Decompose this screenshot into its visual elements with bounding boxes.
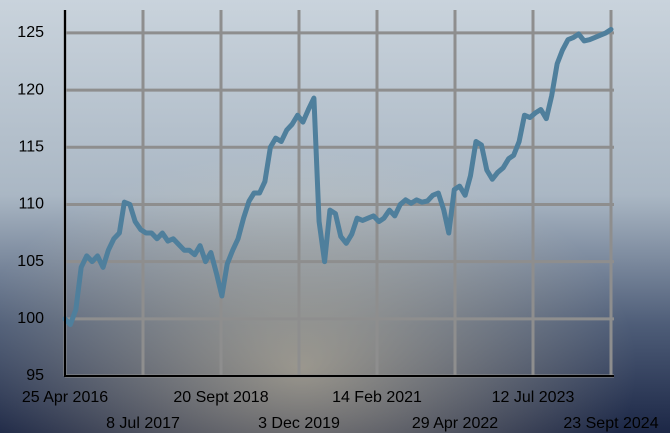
y-tick-label: 115: [18, 138, 44, 155]
y-tick-label: 100: [17, 310, 44, 327]
y-tick-label: 105: [17, 253, 44, 270]
x-tick-label: 29 Apr 2022: [412, 415, 498, 432]
page: 95 100 105 110 115 120 125 25 Apr 2016 8 Jul 201…: [0, 0, 670, 433]
x-tick-label: 3 Dec 2019: [258, 415, 340, 432]
y-tick-label: 125: [17, 24, 44, 41]
x-tick-label: 12 Jul 2023: [492, 389, 575, 406]
y-tick-label: 120: [17, 81, 44, 98]
x-tick-label: 8 Jul 2017: [106, 415, 180, 432]
y-tick-label: 110: [18, 196, 44, 213]
x-tick-label: 25 Apr 2016: [22, 389, 108, 406]
x-tick-label: 20 Sept 2018: [173, 389, 268, 406]
y-tick-label: 95: [26, 367, 44, 384]
chart: 95 100 105 110 115 120 125 25 Apr 2016 8 Jul 201…: [0, 0, 670, 433]
x-tick-label: 23 Sept 2024: [563, 415, 658, 432]
x-tick-label: 14 Feb 2021: [332, 389, 422, 406]
